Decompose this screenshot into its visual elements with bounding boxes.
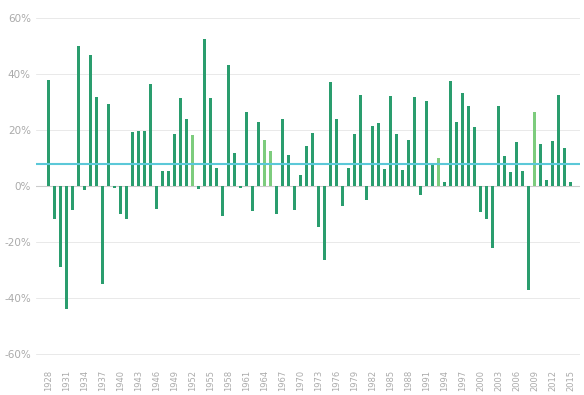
Bar	[185, 119, 188, 186]
Bar	[317, 186, 320, 227]
Bar	[419, 186, 422, 195]
Bar	[498, 106, 500, 186]
Bar	[359, 96, 362, 186]
Bar	[293, 186, 296, 210]
Bar	[509, 173, 512, 186]
Bar	[95, 97, 98, 186]
Bar	[389, 96, 392, 186]
Bar	[143, 131, 146, 186]
Bar	[65, 186, 68, 309]
Bar	[323, 186, 326, 260]
Bar	[395, 134, 398, 186]
Bar	[557, 96, 560, 186]
Bar	[413, 98, 416, 186]
Bar	[431, 165, 434, 186]
Bar	[119, 186, 122, 214]
Bar	[425, 101, 428, 186]
Bar	[101, 186, 104, 284]
Bar	[443, 182, 446, 186]
Bar	[467, 106, 470, 186]
Bar	[173, 134, 176, 186]
Bar	[167, 171, 170, 186]
Bar	[155, 186, 158, 209]
Bar	[564, 148, 566, 186]
Bar	[77, 46, 80, 186]
Bar	[161, 171, 164, 186]
Bar	[329, 82, 332, 186]
Bar	[131, 132, 134, 186]
Bar	[233, 153, 236, 186]
Bar	[569, 182, 572, 186]
Bar	[479, 186, 482, 212]
Bar	[53, 186, 56, 219]
Bar	[533, 112, 536, 186]
Bar	[545, 180, 548, 186]
Bar	[461, 93, 464, 186]
Bar	[89, 55, 92, 186]
Bar	[401, 170, 404, 186]
Bar	[491, 186, 494, 248]
Bar	[551, 141, 554, 186]
Bar	[456, 122, 458, 186]
Bar	[485, 186, 488, 220]
Bar	[269, 151, 272, 186]
Bar	[191, 135, 194, 186]
Bar	[59, 186, 62, 267]
Bar	[83, 186, 86, 190]
Bar	[281, 119, 284, 186]
Bar	[107, 104, 110, 186]
Bar	[251, 186, 254, 211]
Bar	[239, 186, 242, 188]
Bar	[287, 155, 290, 186]
Bar	[209, 98, 212, 186]
Bar	[305, 146, 308, 186]
Bar	[227, 65, 230, 186]
Bar	[311, 133, 314, 186]
Bar	[341, 186, 344, 206]
Bar	[71, 186, 74, 211]
Bar	[539, 144, 543, 186]
Bar	[347, 168, 350, 186]
Bar	[473, 127, 477, 186]
Bar	[371, 126, 374, 186]
Bar	[215, 168, 218, 186]
Bar	[257, 122, 260, 186]
Bar	[137, 131, 140, 186]
Bar	[365, 186, 368, 200]
Bar	[437, 158, 440, 186]
Bar	[263, 140, 266, 186]
Bar	[245, 111, 248, 186]
Bar	[377, 123, 380, 186]
Bar	[179, 98, 182, 186]
Bar	[503, 156, 506, 186]
Bar	[299, 175, 302, 186]
Bar	[383, 169, 386, 186]
Bar	[515, 142, 518, 186]
Bar	[449, 81, 452, 186]
Bar	[407, 140, 410, 186]
Bar	[47, 80, 50, 186]
Bar	[275, 186, 278, 214]
Bar	[522, 171, 524, 186]
Bar	[221, 186, 224, 216]
Bar	[203, 39, 206, 186]
Bar	[527, 186, 530, 290]
Bar	[353, 134, 356, 186]
Bar	[149, 84, 152, 186]
Bar	[335, 119, 338, 186]
Bar	[125, 186, 128, 219]
Bar	[197, 186, 200, 189]
Bar	[113, 186, 116, 188]
